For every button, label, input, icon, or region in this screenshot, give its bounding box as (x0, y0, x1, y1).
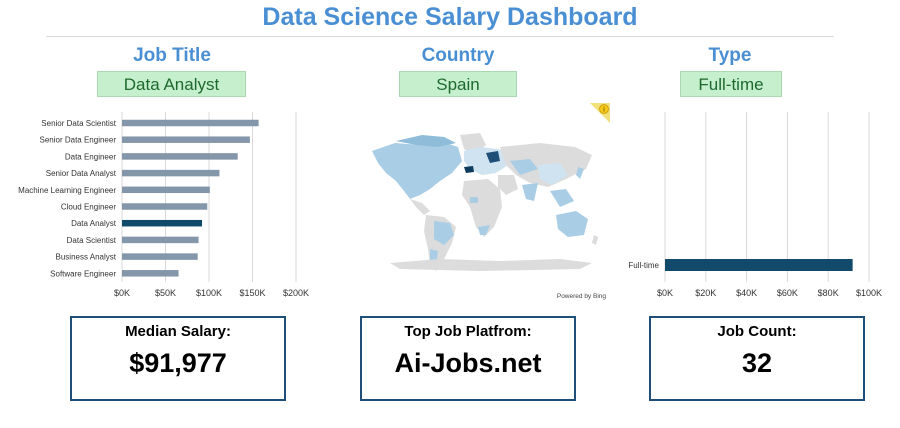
map-africa[interactable] (462, 179, 502, 237)
x-tick-label: $40K (736, 288, 757, 298)
category-label-business-analyst: Business Analyst (56, 253, 117, 262)
country-heading: Country (421, 45, 495, 66)
map-southeast-asia (550, 189, 574, 207)
bar-business-analyst[interactable] (122, 253, 198, 260)
top-job-platform-label: Top Job Platfrom: (404, 323, 532, 340)
map-central-america (410, 199, 430, 215)
bar-software-engineer[interactable] (122, 270, 179, 277)
map-new-zealand (592, 235, 598, 245)
x-tick-label: $50K (155, 288, 176, 298)
category-label-software-engineer: Software Engineer (50, 269, 116, 278)
category-label-senior-data-analyst: Senior Data Analyst (46, 169, 117, 178)
map-spain[interactable] (464, 166, 474, 173)
x-tick-label: $0K (114, 288, 130, 298)
median-salary-value: $91,977 (129, 348, 227, 378)
x-tick-label: $100K (856, 288, 882, 298)
bar-data-engineer[interactable] (122, 153, 238, 160)
category-label-senior-data-scientist: Senior Data Scientist (41, 119, 116, 128)
type-salary-chart[interactable]: Full-time $0K $20K $40K $60K $80K $100K (610, 108, 900, 308)
category-label-data-engineer: Data Engineer (65, 152, 116, 161)
bar-senior-data-scientist[interactable] (122, 119, 259, 127)
category-label-cloud-engineer: Cloud Engineer (61, 203, 116, 212)
category-label-data-analyst: Data Analyst (71, 219, 117, 228)
job-count-card: Job Count: 32 (649, 316, 865, 401)
map-australia[interactable] (556, 211, 588, 237)
job-title-slicer[interactable]: Data Analyst (97, 71, 246, 97)
map-middle-east (498, 175, 518, 195)
svg-text:i: i (603, 107, 605, 114)
x-tick-label: $80K (818, 288, 839, 298)
type-heading: Type (708, 45, 752, 66)
type-slicer[interactable]: Full-time (680, 71, 782, 97)
map-japan (576, 167, 584, 179)
bar-data-analyst[interactable] (122, 219, 203, 227)
bar-cloud-engineer[interactable] (122, 203, 208, 210)
title-divider (46, 36, 834, 37)
x-tick-label: $150K (239, 288, 265, 298)
bar-data-scientist[interactable] (122, 236, 199, 244)
map-nigeria (470, 197, 478, 203)
country-slicer[interactable]: Spain (399, 71, 517, 97)
x-tick-label: $20K (695, 288, 716, 298)
map-attribution: Powered by Bing (557, 293, 607, 300)
job-count-value: 32 (741, 348, 773, 378)
x-tick-label: $60K (777, 288, 798, 298)
map-central-asia (510, 159, 538, 175)
category-label-machine-learning-engineer: Machine Learning Engineer (18, 186, 116, 195)
x-tick-label: $0K (657, 288, 673, 298)
x-tick-label: $100K (196, 288, 222, 298)
info-icon[interactable]: i (599, 104, 609, 114)
category-label-data-scientist: Data Scientist (67, 236, 117, 245)
category-label-senior-data-engineer: Senior Data Engineer (40, 136, 117, 145)
top-job-platform-value: Ai-Jobs.net (394, 348, 542, 378)
category-label-full-time: Full-time (628, 261, 659, 270)
map-north-america[interactable] (372, 141, 462, 199)
median-salary-card: Median Salary: $91,977 (70, 316, 286, 401)
map-india (522, 183, 538, 201)
job-count-label: Job Count: (717, 323, 797, 340)
map-south-africa (478, 225, 490, 235)
bar-machine-learning-engineer[interactable] (122, 186, 210, 194)
x-tick-label: $200K (283, 288, 309, 298)
map-antarctica (390, 259, 592, 271)
dashboard-title: Data Science Salary Dashboard (262, 3, 638, 31)
bar-senior-data-engineer[interactable] (122, 136, 250, 143)
median-salary-label: Median Salary: (125, 323, 231, 340)
map-canada-north (396, 135, 456, 147)
country-map[interactable]: i Powered by Bing (360, 103, 610, 303)
map-eastern-europe (486, 151, 500, 163)
top-job-platform-card: Top Job Platfrom: Ai-Jobs.net (360, 316, 576, 401)
bar-full-time[interactable] (665, 259, 853, 271)
map-china (538, 163, 568, 185)
map-brazil (434, 221, 454, 245)
bar-senior-data-analyst[interactable] (122, 169, 220, 177)
job-title-salary-chart[interactable]: Senior Data Scientist Senior Data Enginee… (0, 108, 320, 308)
job-title-heading: Job Title (133, 45, 211, 66)
